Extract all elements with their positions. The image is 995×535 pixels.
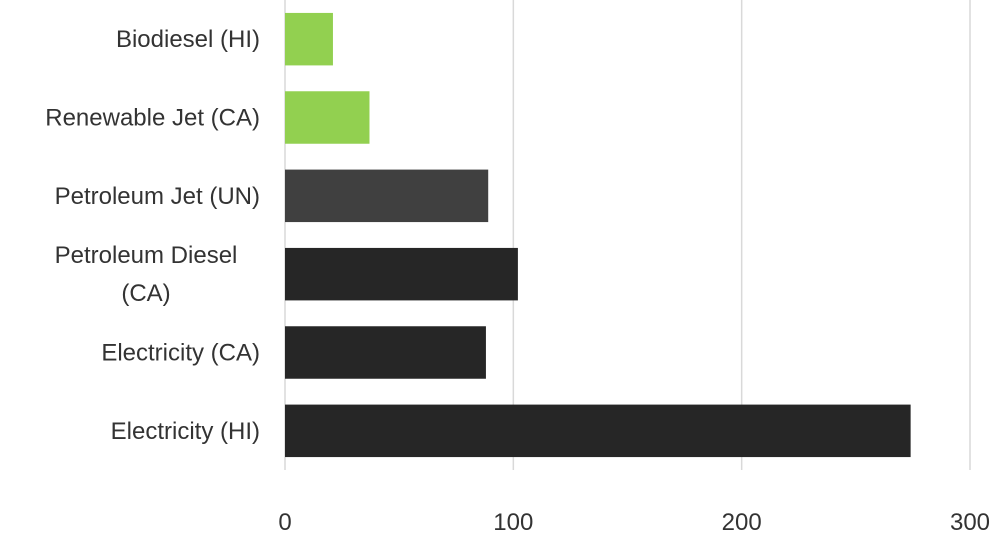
category-label-3: Petroleum Jet (UN) — [55, 183, 260, 210]
category-label-line: (CA) — [121, 280, 170, 307]
category-label-line: Electricity (CA) — [101, 340, 260, 367]
category-label-line: Biodiesel (HI) — [116, 26, 260, 53]
category-label-line: Petroleum Jet (UN) — [55, 183, 260, 210]
category-label-0: Electricity (HI) — [111, 418, 260, 445]
gridlines — [284, 0, 971, 470]
bars — [285, 12, 911, 458]
bar-3 — [285, 169, 489, 223]
category-label-1: Electricity (CA) — [101, 340, 260, 367]
bar-2 — [285, 247, 518, 301]
category-label-line: Electricity (HI) — [111, 418, 260, 445]
x-tick-label-100: 100 — [493, 509, 533, 535]
category-label-4: Renewable Jet (CA) — [45, 105, 260, 132]
bar-5 — [285, 12, 333, 66]
x-tick-label-300: 300 — [950, 509, 990, 535]
x-tick-label-200: 200 — [722, 509, 762, 535]
category-label-5: Biodiesel (HI) — [116, 26, 260, 53]
category-label-line: Renewable Jet (CA) — [45, 105, 260, 132]
x-tick-labels: 0 100 200 300 — [278, 509, 990, 535]
x-tick-label-0: 0 — [278, 509, 291, 535]
bar-4 — [285, 91, 370, 144]
category-label-2: Petroleum Diesel (CA) — [55, 242, 238, 307]
bar-0 — [285, 404, 911, 458]
category-labels: Electricity (HI) Electricity (CA) Petroleu… — [45, 26, 260, 445]
bar-1 — [285, 326, 486, 379]
category-label-line: Petroleum Diesel — [55, 242, 238, 269]
